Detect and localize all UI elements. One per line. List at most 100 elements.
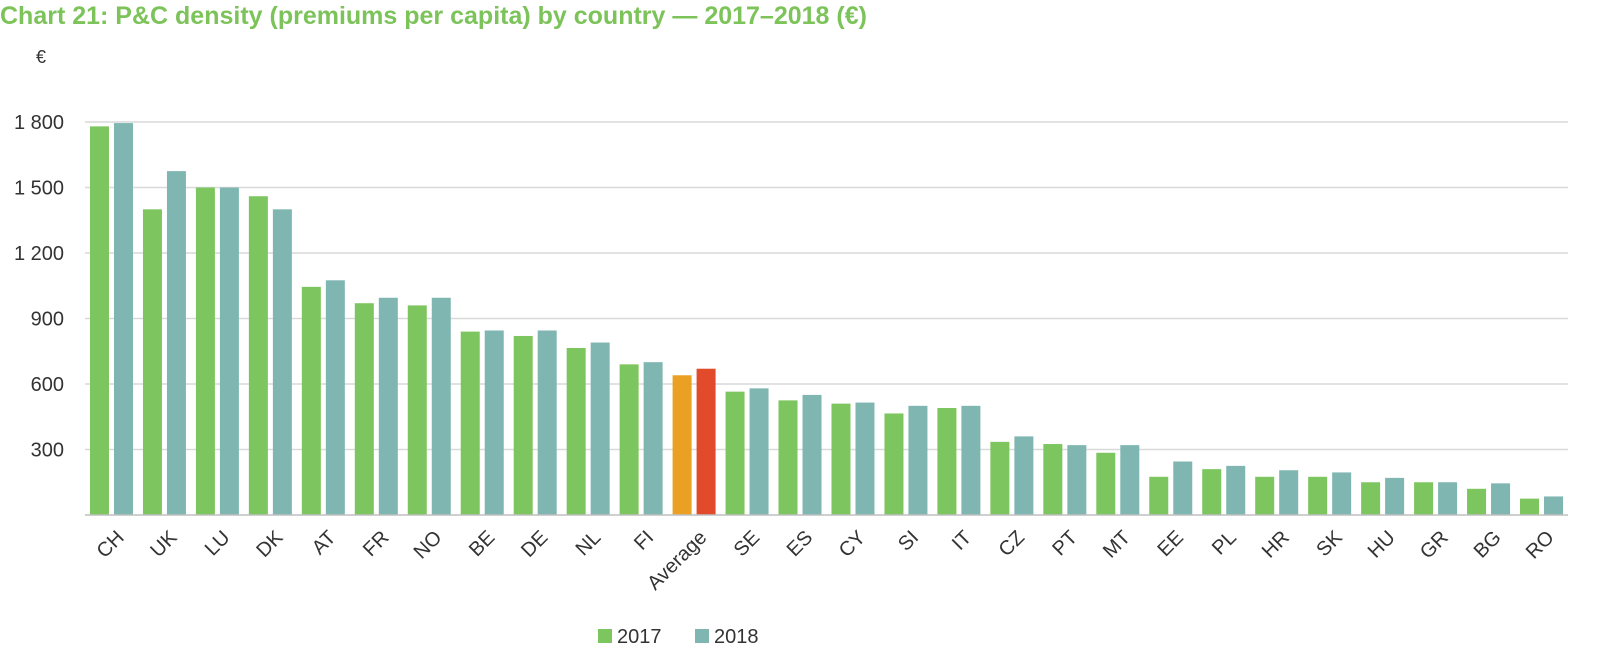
legend-label-2017: 2017 [617,626,662,648]
x-tick-label-uk: UK [146,526,182,562]
bar-it-2017 [937,408,957,515]
bar-es-2017 [778,400,798,515]
bar-mt-2017 [1096,452,1116,515]
x-tick-label-ch: CH [93,527,129,563]
bar-dk-2018 [272,209,292,516]
bar-ro-2017 [1520,498,1540,515]
bar-pl-2017 [1202,469,1222,515]
bar-average-2018 [696,368,716,515]
x-tick-label-ee: EE [1153,527,1187,561]
bar-gr-2017 [1414,482,1434,515]
bar-sk-2018 [1332,472,1352,515]
legend-swatch-2017 [598,629,612,643]
bar-si-2017 [884,413,904,515]
x-tick-label-no: NO [410,527,447,564]
bar-hr-2017 [1255,476,1275,515]
bar-sk-2017 [1308,476,1328,515]
bar-se-2018 [749,388,769,515]
bar-pl-2018 [1226,465,1246,515]
x-tick-label-be: BE [465,527,499,561]
bar-fi-2017 [619,364,639,515]
x-tick-label-average: Average [643,527,711,595]
bar-nl-2018 [590,342,610,515]
x-tick-label-bg: BG [1470,527,1506,563]
legend-swatch-2018 [695,629,709,643]
bar-bg-2018 [1491,483,1511,515]
bar-at-2018 [325,280,345,515]
legend: 2017 2018 [598,626,759,648]
bar-es-2018 [802,394,822,515]
x-tick-label-dk: DK [252,526,288,562]
bar-gr-2018 [1438,482,1458,515]
bar-lu-2017 [195,187,215,515]
bar-uk-2018 [166,171,186,515]
bar-fr-2018 [378,297,398,515]
x-tick-label-si: SI [894,527,923,556]
bar-nl-2017 [566,347,586,515]
x-tick-label-mt: MT [1099,527,1135,563]
bar-be-2018 [484,330,504,515]
y-tick-label-300: 300 [31,440,64,462]
bar-be-2017 [460,331,480,515]
y-tick-label-600: 600 [31,374,64,396]
bar-pt-2017 [1043,444,1063,515]
bar-se-2017 [725,391,745,515]
bar-pt-2018 [1067,445,1087,515]
bar-dk-2017 [248,196,268,515]
x-tick-label-lu: LU [201,527,235,561]
x-tick-label-ro: RO [1522,527,1559,564]
bar-lu-2018 [219,187,239,515]
bar-hu-2018 [1385,477,1405,515]
bar-ee-2018 [1173,461,1193,515]
y-tick-label-1500: 1 500 [14,178,64,200]
x-tick-label-fi: FI [630,527,658,555]
y-tick-label-1200: 1 200 [14,243,64,265]
bar-fi-2018 [643,362,663,515]
bar-ee-2017 [1149,476,1169,515]
x-tick-label-es: ES [783,527,817,561]
bar-cz-2017 [990,441,1010,515]
bar-average-2017 [672,375,692,515]
x-tick-label-hu: HU [1364,527,1400,563]
x-tick-label-it: IT [948,527,976,555]
x-tick-label-se: SE [730,527,764,561]
bar-ro-2018 [1544,496,1564,515]
x-tick-label-pt: PT [1048,527,1082,561]
bar-it-2018 [961,405,981,515]
x-tick-label-nl: NL [572,527,606,561]
legend-label-2018: 2018 [714,626,759,648]
bar-no-2017 [407,305,427,515]
x-tick-label-pl: PL [1208,527,1241,560]
x-tick-label-hr: HR [1258,527,1294,563]
bar-de-2017 [513,335,533,515]
y-axis-unit-label: € [36,47,46,67]
bar-bg-2017 [1467,488,1487,515]
bar-cy-2017 [831,403,851,515]
x-tick-label-at: AT [308,527,341,560]
bar-fr-2017 [354,303,374,515]
chart-title: Chart 21: P&C density (premiums per capi… [0,2,867,30]
bar-de-2018 [537,330,557,515]
x-tick-label-cy: CY [835,527,870,562]
bar-hu-2017 [1361,482,1381,515]
bar-ch-2017 [89,126,109,515]
x-tick-label-sk: SK [1312,526,1347,561]
bar-no-2018 [431,297,451,515]
bar-mt-2018 [1120,445,1140,515]
bar-cy-2018 [855,402,875,515]
bar-ch-2018 [113,123,133,515]
bars [89,123,1564,516]
x-tick-label-fr: FR [359,527,393,561]
y-tick-label-900: 900 [31,309,64,331]
x-tick-label-de: DE [517,527,552,562]
bar-hr-2018 [1279,470,1299,515]
x-tick-label-cz: CZ [995,527,1029,561]
y-tick-label-1800: 1 800 [14,112,64,134]
y-axis-ticks: 300 600 900 1 200 1 500 1 800 [14,112,64,462]
bar-cz-2018 [1014,436,1034,515]
bar-si-2018 [908,405,928,515]
bar-uk-2017 [142,209,162,516]
x-tick-label-gr: GR [1416,527,1453,564]
